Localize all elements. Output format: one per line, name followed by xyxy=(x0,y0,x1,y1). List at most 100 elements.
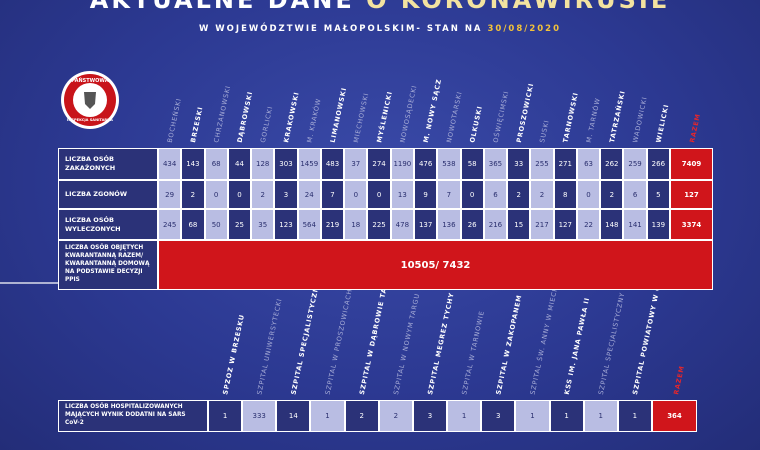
column-header: SUSKI xyxy=(538,119,551,143)
value-cell: 68 xyxy=(204,148,228,180)
column-header: M. KRAKÓW xyxy=(304,97,322,143)
value-cell: 50 xyxy=(204,209,228,240)
title-a: AKTUALNE DANE xyxy=(90,0,355,14)
column-header: CHRZANOWSKI xyxy=(212,85,232,144)
logo-bottom: INSPEKCJA SANITARNA xyxy=(67,118,113,122)
value-cell: 9 xyxy=(414,180,438,209)
value-cell: 365 xyxy=(483,148,508,180)
value-cell: 0 xyxy=(344,180,368,209)
column-header: NOWOTARSKI xyxy=(445,91,464,144)
total-cell: 3374 xyxy=(670,209,713,240)
value-cell: 148 xyxy=(600,209,624,240)
value-cell: 6 xyxy=(483,180,508,209)
column-header: BOCHEŃSKI xyxy=(165,97,183,143)
column-header: SZPITAL W TARNOWIE xyxy=(460,310,486,396)
value-cell: 3 xyxy=(412,400,448,432)
column-header: TARNOWSKI xyxy=(561,91,580,143)
value-cell: 0 xyxy=(576,180,601,209)
value-cell: 35 xyxy=(251,209,275,240)
value-cell: 0 xyxy=(367,180,391,209)
value-cell: 7 xyxy=(320,180,345,209)
value-cell: 68 xyxy=(181,209,205,240)
total-cell: 7409 xyxy=(670,148,713,180)
title-b: O KORONAWIRUSIE xyxy=(366,0,670,14)
value-cell: 1 xyxy=(617,400,652,432)
value-cell: 3 xyxy=(481,400,516,432)
column-header: SZPITAL UNIWERSYTECKI xyxy=(255,298,283,396)
value-cell: 2 xyxy=(507,180,531,209)
value-cell: 18 xyxy=(344,209,368,240)
value-cell: 262 xyxy=(600,148,624,180)
subtitle: W WOJEWÓDZTWIE MAŁOPOLSKIM- STAN NA 30/0… xyxy=(199,22,561,34)
column-header: GORLICKI xyxy=(259,105,275,143)
column-header: RAZEM xyxy=(688,113,702,144)
value-cell: 564 xyxy=(297,209,321,240)
value-cell: 2 xyxy=(600,180,624,209)
column-header: KSS IM. JANA PAWŁA II xyxy=(563,297,591,396)
value-cell: 1 xyxy=(447,400,482,432)
column-header: NOWOSĄDECKI xyxy=(398,84,418,143)
value-cell: 26 xyxy=(460,209,484,240)
value-cell: 1 xyxy=(310,400,345,432)
value-cell: 37 xyxy=(344,148,368,180)
column-header: WADOWICKI xyxy=(631,96,649,144)
value-cell: 1 xyxy=(583,400,618,432)
value-cell: 63 xyxy=(576,148,601,180)
value-cell: 538 xyxy=(437,148,461,180)
value-cell: 219 xyxy=(320,209,345,240)
value-cell: 14 xyxy=(276,400,311,432)
value-cell: 25 xyxy=(227,209,252,240)
value-cell: 217 xyxy=(530,209,554,240)
value-cell: 2 xyxy=(251,180,275,209)
value-cell: 255 xyxy=(530,148,554,180)
value-cell: 127 xyxy=(553,209,577,240)
column-header: OLKUSKI xyxy=(468,105,484,143)
value-cell: 5 xyxy=(646,180,670,209)
column-header: DĄBROWSKI xyxy=(236,90,255,143)
date: 30/08/2020 xyxy=(487,24,561,34)
value-cell: 3 xyxy=(274,180,298,209)
column-header: KRAKOWSKI xyxy=(282,91,301,143)
quarantine-value: 10505/ 7432 xyxy=(158,240,713,290)
value-cell: 139 xyxy=(646,209,670,240)
column-header: MIECHOWSKI xyxy=(352,92,370,143)
row-label: LICZBA OSÓB ZAKAŻONYCH xyxy=(58,148,158,180)
row-label: LICZBA OSÓB HOSPITALIZOWANYCH MAJĄCYCH W… xyxy=(58,400,208,432)
column-header: LIMANOWSKI xyxy=(329,87,349,144)
value-cell: 216 xyxy=(483,209,508,240)
column-header: BRZESKI xyxy=(189,106,204,144)
value-cell: 15 xyxy=(507,209,531,240)
value-cell: 137 xyxy=(414,209,438,240)
value-cell: 1190 xyxy=(390,148,414,180)
value-cell: 44 xyxy=(227,148,252,180)
value-cell: 13 xyxy=(390,180,414,209)
value-cell: 225 xyxy=(367,209,391,240)
value-cell: 33 xyxy=(507,148,531,180)
value-cell: 478 xyxy=(390,209,414,240)
value-cell: 2 xyxy=(378,400,413,432)
logo: PAŃSTWOWA INSPEKCJA SANITARNA xyxy=(61,71,119,129)
value-cell: 6 xyxy=(623,180,647,209)
logo-top: PAŃSTWOWA xyxy=(71,76,108,84)
value-cell: 29 xyxy=(158,180,182,209)
quarantine-label: LICZBA OSÓB OBJĘTYCH KWARANTANNĄ RAZEM/ … xyxy=(58,240,158,290)
value-cell: 141 xyxy=(623,209,647,240)
value-cell: 123 xyxy=(274,209,298,240)
value-cell: 2 xyxy=(530,180,554,209)
total-cell: 127 xyxy=(670,180,713,209)
value-cell: 1 xyxy=(208,400,243,432)
value-cell: 0 xyxy=(460,180,484,209)
column-header: M. TARNÓW xyxy=(584,97,602,144)
value-cell: 271 xyxy=(553,148,577,180)
column-header: SZPITAL W NOWYM TARGU xyxy=(392,292,421,395)
value-cell: 476 xyxy=(414,148,438,180)
value-cell: 1 xyxy=(515,400,550,432)
value-cell: 7 xyxy=(437,180,461,209)
value-cell: 143 xyxy=(181,148,205,180)
column-header: PROSZOWICKI xyxy=(515,82,535,143)
column-header: RAZEM xyxy=(672,365,686,396)
row-label: LICZBA ZGONÓW xyxy=(58,180,158,209)
value-cell: 274 xyxy=(367,148,391,180)
value-cell: 22 xyxy=(576,209,601,240)
